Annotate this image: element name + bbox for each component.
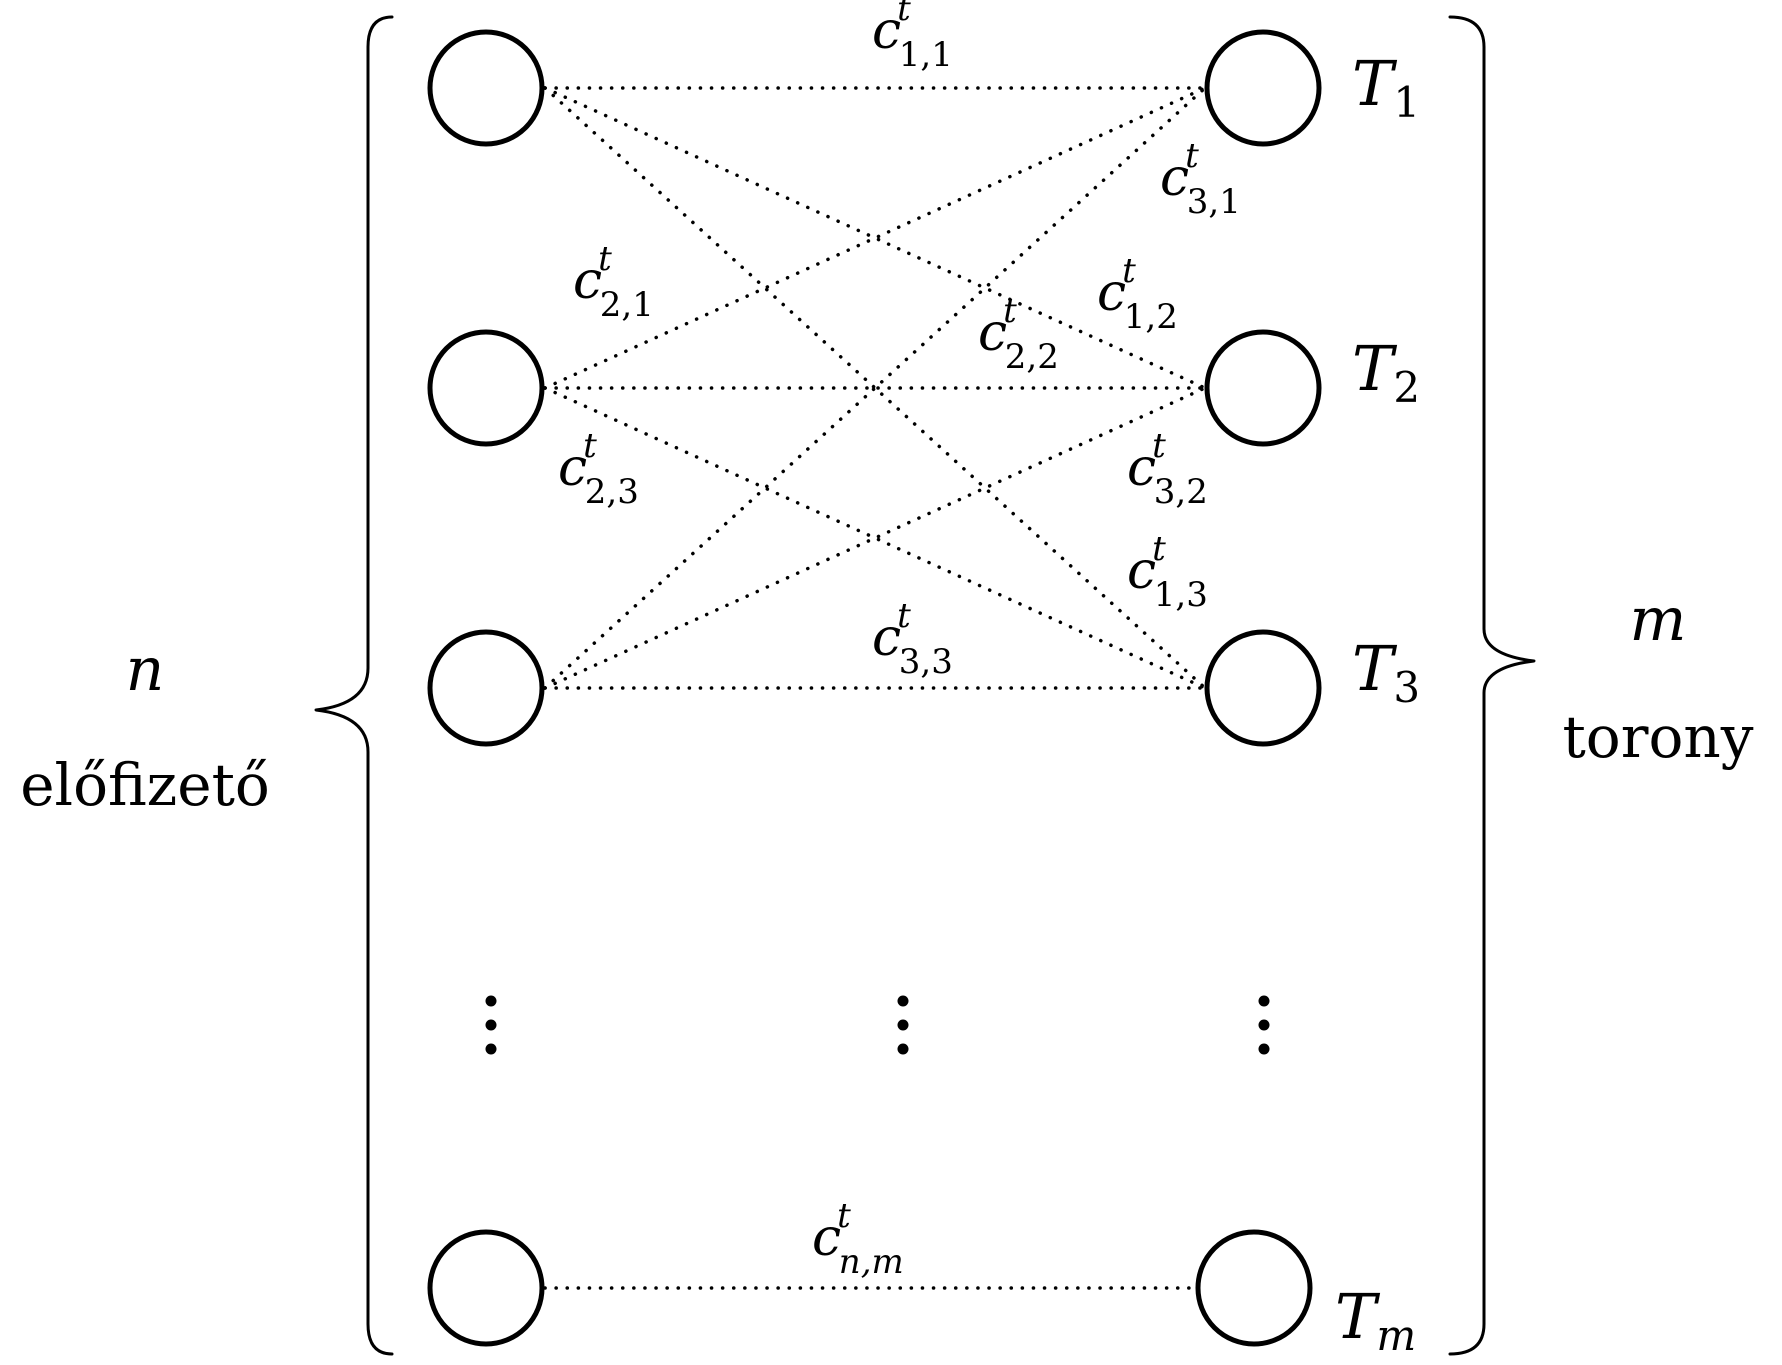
tower-label-3: T3 (1352, 632, 1420, 712)
tower-nodes (1195, 29, 1322, 1347)
edge-1-3 (543, 86, 1207, 690)
edge-label-1-3: ct 1,3 (1127, 529, 1208, 615)
tower-labels: T1 T2 T3 Tm (1335, 47, 1420, 1360)
tower-node-3 (1204, 629, 1322, 747)
ellipsis-right (1258, 995, 1270, 1055)
edge-label-2-1: ct 2,1 (573, 239, 654, 325)
tower-label-1: T1 (1352, 47, 1420, 127)
tower-label-m: Tm (1335, 1280, 1416, 1360)
edge-label-3-3: ct 3,3 (872, 596, 953, 682)
edge-label-1-1: ct 1,1 (872, 0, 953, 75)
edge-3-2 (543, 386, 1207, 690)
subscriber-label: előfizető (20, 751, 270, 819)
vertical-ellipses (485, 995, 1270, 1055)
subscriber-node-3 (427, 629, 545, 747)
subscriber-node-n (427, 1229, 545, 1347)
edge-label-2-3: ct 2,3 (558, 426, 639, 512)
edge-2-1 (543, 86, 1207, 390)
tower-count-symbol: m (1630, 585, 1687, 655)
tower-label-2: T2 (1352, 332, 1420, 412)
tower-group-label: m torony (1563, 585, 1754, 771)
tower-node-1 (1204, 29, 1322, 147)
subscriber-count-symbol: n (126, 635, 165, 705)
tower-node-2 (1204, 329, 1322, 447)
edge-label-3-2: ct 3,2 (1127, 426, 1208, 512)
subscriber-group-label: n előfizető (20, 635, 270, 819)
tower-node-m (1195, 1229, 1313, 1347)
edge-label-1-2: ct 1,2 (1097, 251, 1178, 337)
right-brace (1448, 15, 1536, 1356)
tower-label: torony (1563, 703, 1754, 771)
subscriber-nodes (427, 29, 545, 1347)
edge-label-3-1: ct 3,1 (1160, 136, 1241, 222)
ellipsis-left (485, 995, 497, 1055)
edge-label-n-m: ct n,m (812, 1196, 904, 1282)
edges (543, 86, 1207, 1290)
edge-labels: ct 1,1 ct 3,1 ct 2,1 ct 1,2 ct 2,2 ct 2,3 ct 3,… (558, 0, 1241, 1282)
edge-3-1 (543, 86, 1207, 690)
edge-2-3 (543, 386, 1207, 690)
subscriber-node-2 (427, 329, 545, 447)
subscriber-node-1 (427, 29, 545, 147)
left-brace (314, 15, 394, 1356)
edge-1-2 (543, 86, 1207, 390)
edge-label-2-2: ct 2,2 (978, 291, 1059, 377)
ellipsis-middle (897, 995, 909, 1055)
